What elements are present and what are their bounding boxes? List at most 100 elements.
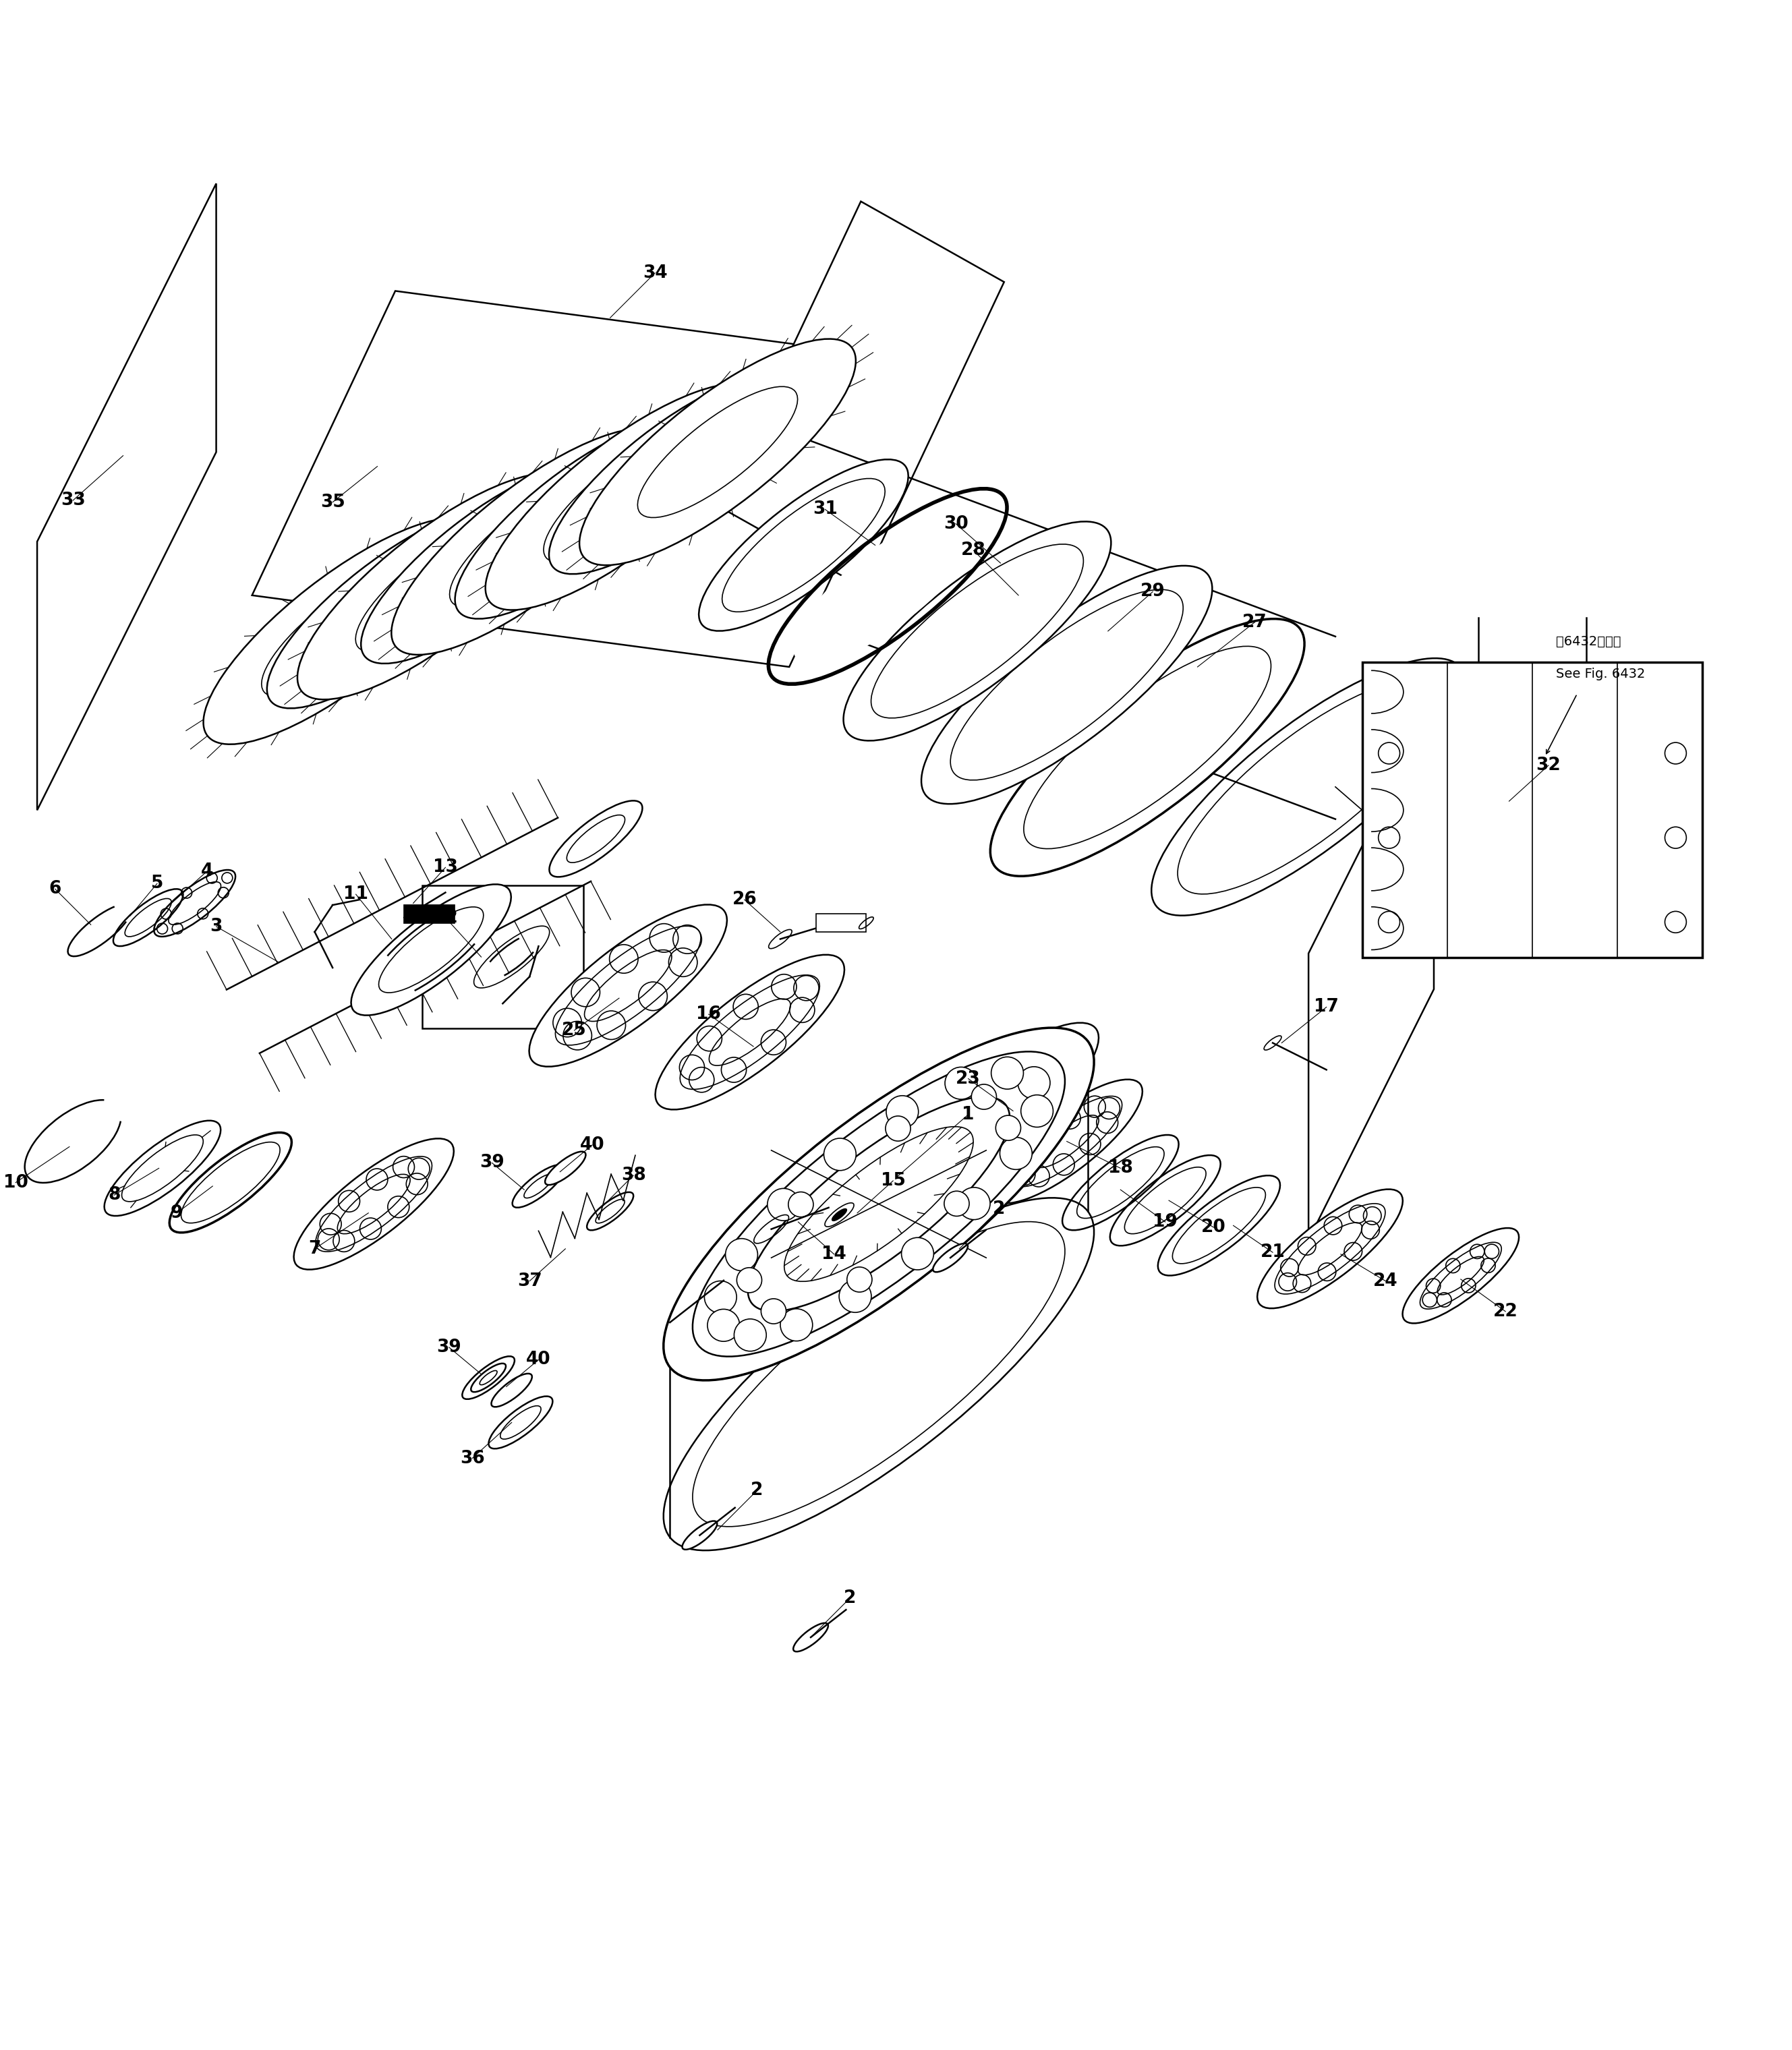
Circle shape xyxy=(996,1115,1021,1140)
Circle shape xyxy=(943,1136,968,1160)
Circle shape xyxy=(1050,1070,1064,1084)
Circle shape xyxy=(1018,1066,1050,1099)
Circle shape xyxy=(957,1099,971,1113)
Polygon shape xyxy=(253,291,932,666)
Circle shape xyxy=(987,1062,1012,1086)
Ellipse shape xyxy=(663,1027,1095,1380)
Circle shape xyxy=(991,1058,1023,1089)
Circle shape xyxy=(824,1138,857,1171)
Circle shape xyxy=(993,1068,1007,1082)
Text: 1: 1 xyxy=(962,1105,975,1123)
Ellipse shape xyxy=(991,619,1305,875)
Circle shape xyxy=(1030,1048,1045,1062)
Circle shape xyxy=(735,1318,767,1351)
Ellipse shape xyxy=(267,508,511,709)
Text: 40: 40 xyxy=(581,1136,604,1154)
Ellipse shape xyxy=(529,904,728,1066)
Polygon shape xyxy=(717,201,1004,586)
Text: 16: 16 xyxy=(697,1004,720,1023)
Ellipse shape xyxy=(656,955,844,1109)
Circle shape xyxy=(1021,1095,1054,1128)
Ellipse shape xyxy=(455,420,699,619)
Ellipse shape xyxy=(550,802,642,877)
Text: 2: 2 xyxy=(993,1201,1005,1218)
Text: 13: 13 xyxy=(434,859,457,875)
Ellipse shape xyxy=(921,566,1211,804)
Text: 22: 22 xyxy=(1493,1302,1518,1320)
Ellipse shape xyxy=(360,465,604,664)
Text: 37: 37 xyxy=(518,1273,541,1289)
Circle shape xyxy=(885,1115,910,1142)
Text: 34: 34 xyxy=(643,264,667,281)
Circle shape xyxy=(971,1084,996,1109)
Text: 17: 17 xyxy=(1314,998,1339,1017)
Circle shape xyxy=(944,1191,969,1216)
Ellipse shape xyxy=(294,1138,453,1269)
Circle shape xyxy=(848,1267,873,1292)
Ellipse shape xyxy=(794,510,980,662)
Circle shape xyxy=(1021,1103,1036,1117)
Circle shape xyxy=(948,1140,962,1154)
Text: 23: 23 xyxy=(955,1070,980,1086)
Text: 31: 31 xyxy=(812,500,837,519)
Circle shape xyxy=(1054,1050,1068,1064)
Text: 38: 38 xyxy=(622,1166,645,1185)
Circle shape xyxy=(887,1095,919,1128)
Text: 19: 19 xyxy=(1152,1214,1177,1230)
Circle shape xyxy=(762,1300,787,1324)
Ellipse shape xyxy=(991,1080,1143,1203)
Circle shape xyxy=(767,1189,799,1220)
Text: 39: 39 xyxy=(437,1339,461,1355)
Text: 29: 29 xyxy=(1140,582,1165,601)
Ellipse shape xyxy=(491,1374,532,1406)
Text: 10: 10 xyxy=(4,1175,29,1191)
Text: 4: 4 xyxy=(201,863,213,879)
Text: 第6432図参照: 第6432図参照 xyxy=(1555,636,1620,648)
Text: 3: 3 xyxy=(210,918,222,935)
Circle shape xyxy=(1025,1041,1050,1068)
Ellipse shape xyxy=(934,1244,968,1273)
Text: 18: 18 xyxy=(1107,1160,1133,1177)
Text: 21: 21 xyxy=(1260,1244,1285,1261)
Circle shape xyxy=(788,1191,814,1218)
Text: 11: 11 xyxy=(344,886,369,904)
Polygon shape xyxy=(38,184,217,810)
Circle shape xyxy=(939,1128,953,1142)
Text: 2: 2 xyxy=(844,1589,857,1607)
Ellipse shape xyxy=(699,459,909,631)
Ellipse shape xyxy=(391,428,668,654)
Circle shape xyxy=(737,1267,762,1294)
Text: 36: 36 xyxy=(461,1449,484,1468)
Ellipse shape xyxy=(486,383,762,611)
Text: 20: 20 xyxy=(1201,1218,1226,1236)
Polygon shape xyxy=(423,886,582,1029)
Text: 27: 27 xyxy=(1242,613,1267,631)
Text: 26: 26 xyxy=(733,892,756,908)
Bar xyxy=(405,904,455,923)
Text: 2: 2 xyxy=(751,1482,763,1499)
Ellipse shape xyxy=(462,1357,514,1400)
Text: See Fig. 6432: See Fig. 6432 xyxy=(1555,668,1645,681)
Text: 5: 5 xyxy=(151,875,163,892)
Circle shape xyxy=(1016,1099,1041,1123)
Ellipse shape xyxy=(910,1023,1098,1177)
Circle shape xyxy=(1045,1066,1070,1091)
Ellipse shape xyxy=(844,521,1111,740)
Ellipse shape xyxy=(831,1209,846,1220)
Text: 15: 15 xyxy=(880,1173,905,1189)
Circle shape xyxy=(944,1068,977,1099)
Circle shape xyxy=(975,1125,1000,1150)
Text: 7: 7 xyxy=(308,1240,321,1257)
Ellipse shape xyxy=(579,338,857,566)
Circle shape xyxy=(780,1308,812,1341)
Text: 40: 40 xyxy=(527,1351,550,1369)
Circle shape xyxy=(1000,1138,1032,1171)
Ellipse shape xyxy=(548,375,792,574)
Text: 33: 33 xyxy=(61,492,86,508)
Text: 39: 39 xyxy=(480,1154,504,1173)
Text: 9: 9 xyxy=(170,1203,183,1222)
Ellipse shape xyxy=(1403,1228,1520,1324)
Circle shape xyxy=(726,1238,758,1271)
Ellipse shape xyxy=(683,1521,717,1550)
Ellipse shape xyxy=(794,1624,828,1652)
